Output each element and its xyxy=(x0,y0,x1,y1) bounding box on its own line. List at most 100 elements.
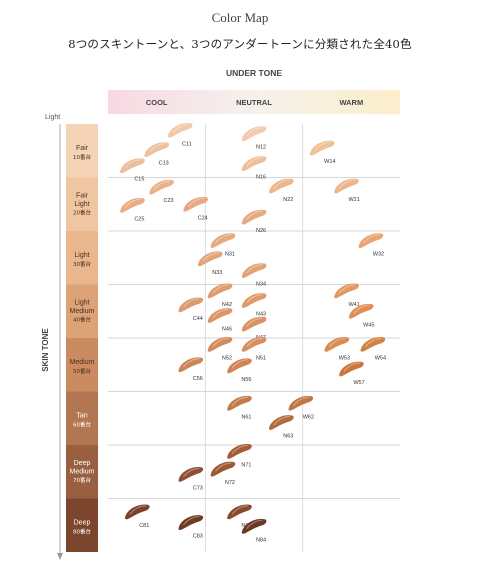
shade-highlight xyxy=(353,304,370,314)
skin-tone-name: Light xyxy=(74,252,89,259)
shade-w32: W32 xyxy=(358,233,384,258)
chart-title: Color Map xyxy=(211,10,269,25)
shade-highlight xyxy=(273,179,290,189)
shade-label: C44 xyxy=(193,316,203,322)
shade-highlight xyxy=(246,210,263,220)
shade-label: N51 xyxy=(256,355,266,361)
shade-n42: N42 xyxy=(207,283,233,308)
shade-label: C25 xyxy=(134,216,144,222)
skin-tone-name: Medium xyxy=(70,359,95,366)
shade-swatch xyxy=(227,395,252,411)
undertone-label-neutral: NEUTRAL xyxy=(236,98,272,107)
shade-n84: N84 xyxy=(241,518,267,543)
skin-tone-name-2: Medium xyxy=(70,468,95,475)
shade-highlight xyxy=(188,197,205,207)
skin-axis-arrow xyxy=(57,553,63,560)
shade-w21: W21 xyxy=(334,178,360,203)
shade-label: C83 xyxy=(193,534,203,540)
shade-c11: C11 xyxy=(167,123,193,147)
shade-label: W45 xyxy=(363,322,374,328)
shade-highlight xyxy=(338,179,356,189)
chart-subtitle: 8つのスキントーンと、3つのアンダートーンに分類された全40色 xyxy=(68,37,412,51)
shade-swatch xyxy=(227,504,252,520)
shade-highlight xyxy=(231,505,248,515)
skin-tone-range: 70番台 xyxy=(73,476,91,484)
shade-label: N33 xyxy=(212,270,222,276)
shade-n31: N31 xyxy=(210,233,236,258)
shade-label: N16 xyxy=(256,175,266,181)
shade-highlight xyxy=(172,123,189,134)
skin-tone-range: 80番台 xyxy=(73,527,91,535)
skin-tone-swatch xyxy=(66,338,98,392)
shade-c56: C56 xyxy=(178,357,204,382)
shade-label: N61 xyxy=(241,414,251,420)
shade-highlight xyxy=(212,337,229,348)
shade-highlight xyxy=(338,284,356,294)
shade-highlight xyxy=(231,359,248,369)
shade-w14: W14 xyxy=(309,140,335,165)
shade-label: C56 xyxy=(193,376,203,382)
shade-highlight xyxy=(149,143,166,153)
shade-highlight xyxy=(343,362,360,372)
shade-swatch xyxy=(227,358,252,374)
shade-swatch xyxy=(144,142,170,158)
shade-label: N63 xyxy=(283,434,293,440)
skin-tone-range: 50番台 xyxy=(73,367,91,375)
shade-highlight xyxy=(183,515,200,526)
shade-highlight xyxy=(212,284,229,294)
skin-tone-swatch xyxy=(66,498,98,552)
shade-highlight xyxy=(183,467,200,478)
shade-swatch xyxy=(334,178,359,194)
shade-c15: C15 xyxy=(120,158,145,183)
shade-label: W14 xyxy=(324,159,335,165)
shade-swatch xyxy=(339,361,364,377)
shade-highlight xyxy=(231,444,248,455)
shade-n61: N61 xyxy=(227,395,252,420)
shade-swatch xyxy=(120,197,145,213)
shade-highlight xyxy=(314,141,331,151)
shade-label: N31 xyxy=(225,252,235,258)
skin-tone-swatch xyxy=(66,124,98,178)
shade-label: N55 xyxy=(241,377,251,383)
shade-label: C15 xyxy=(134,177,144,183)
shade-swatch xyxy=(241,263,267,278)
skin-tone-name: Tan xyxy=(76,412,87,419)
shade-swatch xyxy=(178,467,204,482)
shade-w62: W62 xyxy=(288,395,314,420)
shade-highlight xyxy=(124,159,141,169)
shade-highlight xyxy=(231,396,248,406)
shade-swatch xyxy=(178,357,204,373)
shade-highlight xyxy=(246,127,263,137)
shade-c13: C13 xyxy=(144,142,170,167)
shade-label: C11 xyxy=(182,141,192,147)
shade-n22: N22 xyxy=(268,178,294,203)
skin-tone-name: Fair xyxy=(76,145,89,152)
shade-c44: C44 xyxy=(178,297,204,322)
shade-label: N42 xyxy=(222,302,232,308)
shade-swatch xyxy=(178,297,204,313)
shade-highlight xyxy=(215,234,232,244)
shade-swatch xyxy=(227,444,252,459)
shade-highlight xyxy=(246,317,263,327)
undertone-axis-label: UNDER TONE xyxy=(226,68,282,78)
shade-label: W32 xyxy=(373,252,384,258)
shade-swatch xyxy=(241,209,267,225)
shade-w45: W45 xyxy=(348,303,374,328)
shade-w57: W57 xyxy=(339,361,365,386)
shade-label: N46 xyxy=(222,327,232,333)
shade-swatch xyxy=(167,123,193,138)
shade-label: W53 xyxy=(339,355,350,361)
undertone-label-warm: WARM xyxy=(339,98,363,107)
shade-swatch xyxy=(288,395,314,411)
shade-label: C73 xyxy=(193,485,203,491)
shade-c24: C24 xyxy=(183,196,209,221)
shade-label: C13 xyxy=(159,161,169,167)
shade-swatch xyxy=(360,337,386,352)
shade-swatch xyxy=(309,140,335,156)
shade-swatch xyxy=(207,337,233,352)
shade-swatch xyxy=(210,461,236,477)
shade-highlight xyxy=(365,337,382,348)
shade-swatch xyxy=(334,283,359,299)
shade-n72: N72 xyxy=(210,461,236,486)
